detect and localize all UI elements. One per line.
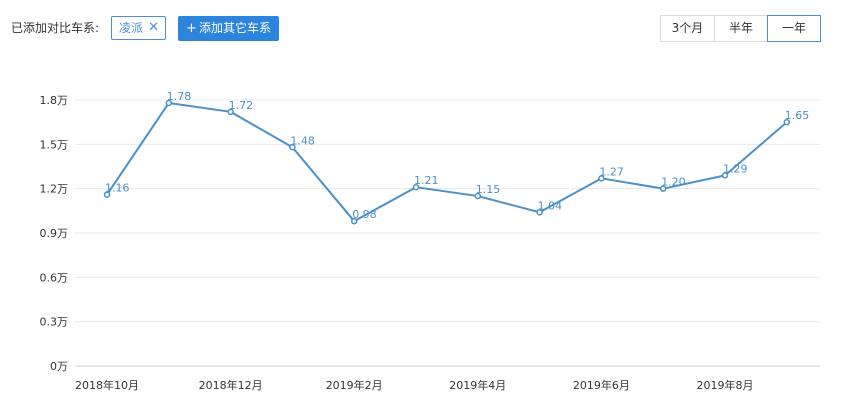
data-label: 1.20 [661,176,686,189]
y-tick-label: 0.3万 [40,316,69,329]
y-tick-label: 1.8万 [40,94,69,107]
data-point [783,118,791,126]
x-tick-label: 2018年10月 [75,378,139,392]
x-tick-label: 2019年4月 [449,378,506,392]
y-tick-label: 1.5万 [40,138,69,151]
x-tick-label: 2019年2月 [326,378,383,392]
range-3-months-button[interactable]: 3个月 [660,15,715,42]
data-label: 1.72 [229,99,254,112]
close-icon[interactable]: ✕ [148,20,159,35]
data-label: 1.27 [599,165,624,178]
x-tick-label: 2019年6月 [573,378,630,392]
y-tick-label: 0万 [50,360,68,373]
range-one-year-button[interactable]: 一年 [767,15,821,42]
data-label: 1.16 [105,182,130,195]
data-label: 0.98 [352,208,377,221]
data-label: 1.78 [167,90,192,103]
data-point [227,108,234,116]
x-tick-label: 2019年8月 [697,378,754,392]
data-point [474,192,482,200]
data-label: 1.21 [414,174,439,187]
compare-label: 已添加对比车系: [11,21,100,35]
y-tick-label: 1.2万 [40,183,69,196]
y-tick-label: 0.6万 [40,271,69,284]
toolbar: 已添加对比车系: 凌派 ✕ + 添加其它车系 3个月 半年 一年 [0,0,852,56]
range-half-year-button[interactable]: 半年 [714,15,768,42]
data-label: 1.04 [538,199,563,212]
y-tick-label: 0.9万 [40,227,69,240]
data-label: 1.15 [476,183,501,196]
data-label: 1.65 [785,109,810,122]
data-point [412,183,420,191]
data-point [721,172,729,179]
data-point [659,185,667,192]
data-point [536,209,543,216]
chart-canvas: 0万 0.3万 0.6万 0.9万 1.2万 1.5万 1.8万 2018年10月 2018年1… [40,90,820,392]
x-tick-label: 2018年12月 [199,378,263,392]
data-point [103,191,111,198]
compare-tag-label: 凌派 [119,21,144,35]
data-point [350,217,358,225]
plus-icon: + [186,21,197,36]
series-line [106,101,788,223]
add-series-button-label: 添加其它车系 [198,21,271,35]
data-point [289,144,296,151]
sales-line-chart: 0万 0.3万 0.6万 0.9万 1.2万 1.5万 1.8万 2018年10月 2018年1… [0,56,852,414]
compare-tag-lingpai[interactable]: 凌派 ✕ [111,16,166,40]
data-point [165,99,173,107]
add-series-button[interactable]: + 添加其它车系 [178,16,279,41]
data-label: 1.29 [723,162,748,175]
data-point [598,175,605,182]
data-label: 1.48 [290,134,315,147]
